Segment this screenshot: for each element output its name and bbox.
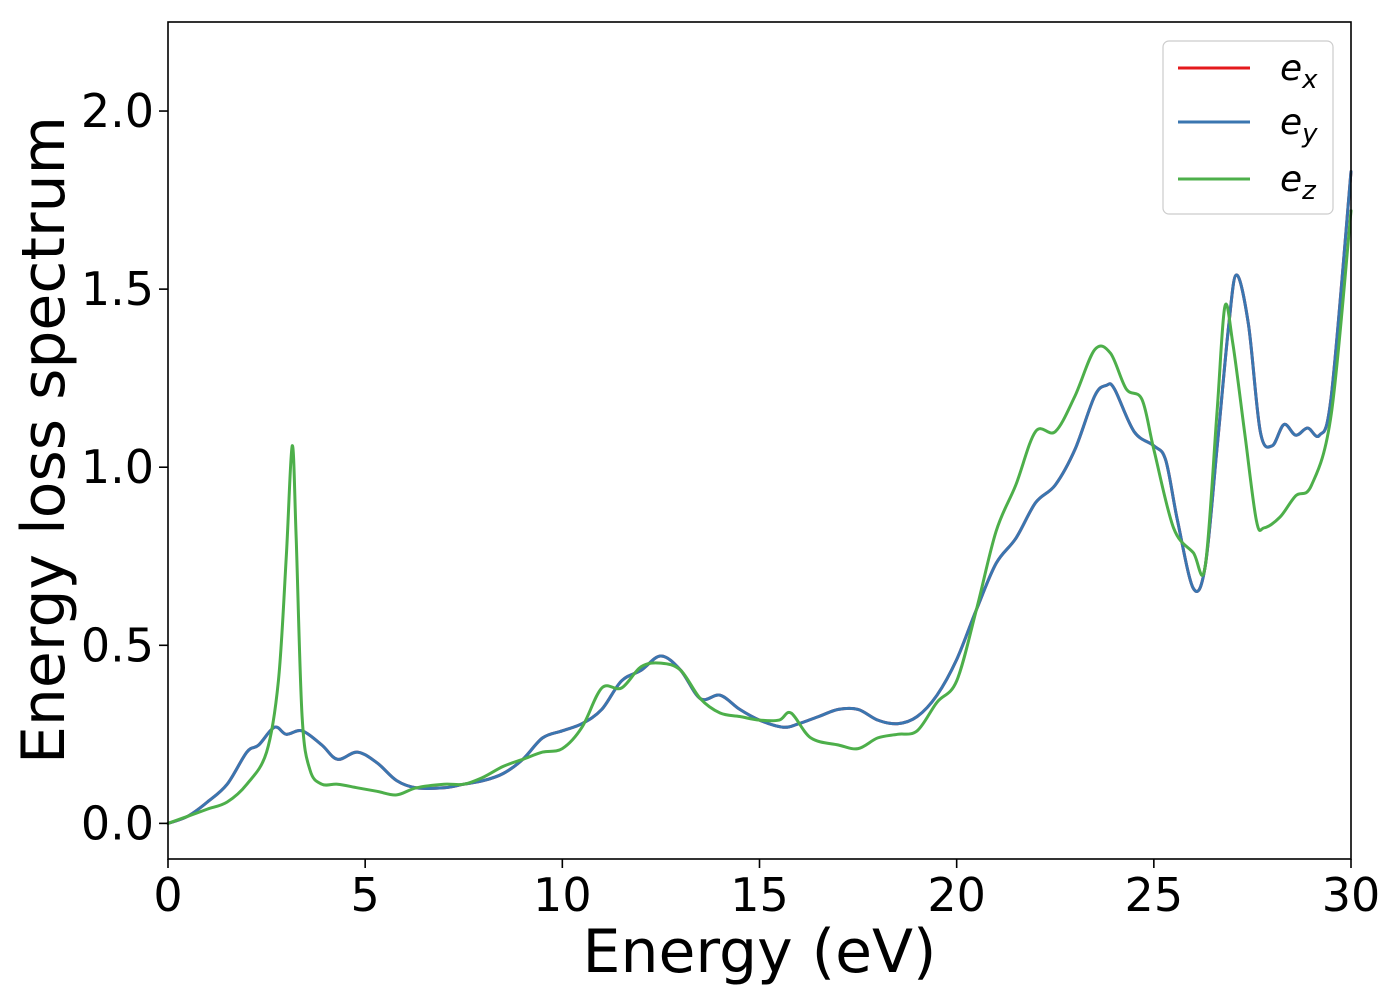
- y-axis-title: Energy loss spectrum: [9, 116, 79, 764]
- legend: ex ey ez: [1162, 40, 1334, 215]
- y-tick-label: 1.5: [81, 262, 154, 316]
- y-tick-label: 1.0: [81, 440, 154, 494]
- y-tick-label: 0.0: [81, 796, 154, 850]
- x-axis-title: Energy (eV): [583, 917, 937, 987]
- y-tick-label: 2.0: [81, 84, 154, 138]
- x-tick-label: 10: [533, 868, 592, 922]
- legend-box: [1162, 40, 1334, 215]
- legend-label-z: ez: [1280, 159, 1317, 206]
- legend-label-y: ey: [1280, 102, 1318, 149]
- x-tick-label: 0: [153, 868, 182, 922]
- x-tick-label: 15: [730, 868, 789, 922]
- x-tick-label: 30: [1322, 868, 1381, 922]
- ticks-layer: 0 5 10 15 20 25 30 0.0 0.5 1.0 1.5 2.0: [81, 84, 1380, 922]
- series-line-y: [166, 170, 1353, 825]
- x-tick-label: 5: [351, 868, 380, 922]
- x-tick-label: 25: [1125, 868, 1184, 922]
- y-tick-label: 0.5: [81, 618, 154, 672]
- series-layer: [166, 170, 1353, 825]
- legend-label-x: ex: [1280, 48, 1318, 95]
- series-line-z: [166, 209, 1353, 825]
- x-tick-label: 20: [927, 868, 986, 922]
